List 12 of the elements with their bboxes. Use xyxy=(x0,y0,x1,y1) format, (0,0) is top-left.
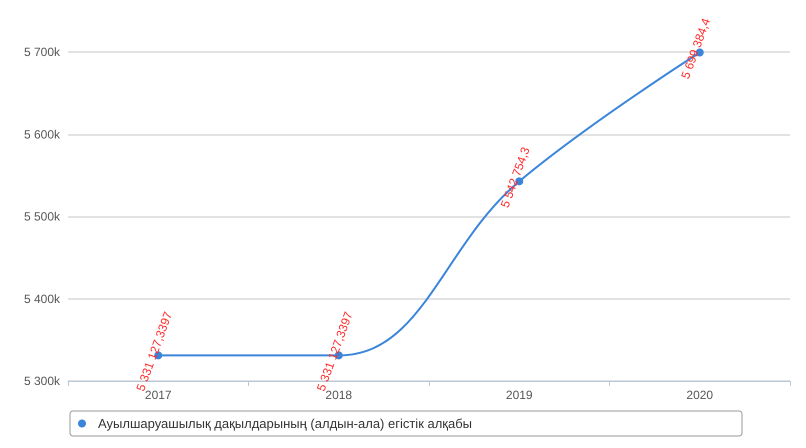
y-tick-label: 5 400k xyxy=(24,292,61,306)
y-tick-label: 5 700k xyxy=(24,45,61,59)
data-label: 5 542 754,3 xyxy=(498,144,533,210)
y-tick-label: 5 600k xyxy=(24,127,61,142)
x-tick-label: 2017 xyxy=(144,388,172,402)
y-tick-label: 5 300k xyxy=(24,374,61,388)
data-label: 5 699 384,4 xyxy=(678,16,714,81)
y-tick-label: 5 500k xyxy=(24,210,61,224)
x-tick-label: 2020 xyxy=(686,388,714,402)
x-tick-label: 2019 xyxy=(506,388,533,402)
x-tick-label: 2018 xyxy=(325,388,352,402)
legend-label: Ауылшаруашылық дақылдарының (алдын-ала) егістік алқабы xyxy=(98,416,472,431)
